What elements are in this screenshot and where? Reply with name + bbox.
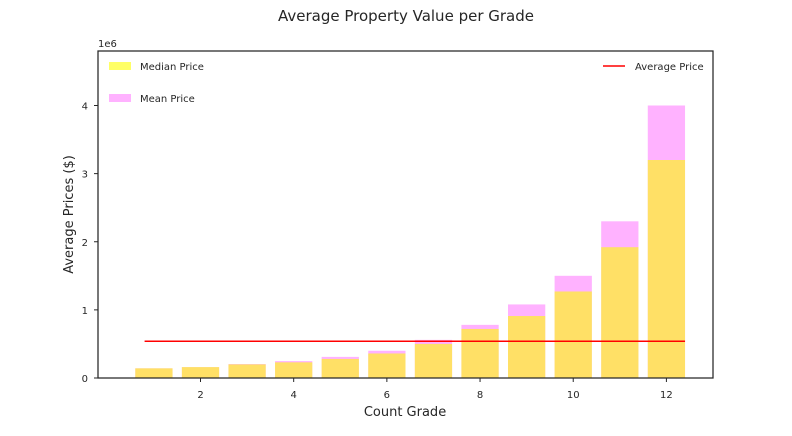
y-tick-label: 0 [82,374,88,385]
x-tick-label: 4 [290,390,296,401]
median-price-bar [414,343,453,378]
x-tick-label: 2 [197,390,203,401]
median-price-bar [321,358,359,378]
x-tick-label: 8 [477,390,483,401]
x-tick-label: 10 [567,390,580,401]
y-tick-label: 4 [82,102,88,113]
median-price-bar [181,367,220,378]
median-price-bar [135,368,173,378]
legend-label-mean: Mean Price [140,94,195,105]
median-price-bar [508,316,546,378]
median-price-bar [647,160,686,378]
x-tick-label: 6 [384,390,390,401]
median-price-bar [275,362,313,378]
y-offset-label: 1e6 [98,39,117,50]
median-price-bar [601,247,639,378]
legend-swatch-median [109,62,131,70]
x-axis-label: Count Grade [364,405,446,420]
y-tick-label: 1 [82,306,88,317]
y-tick-label: 3 [82,170,88,181]
y-axis-ticks: 0 1 2 3 4 [82,102,98,385]
y-tick-label: 2 [82,238,88,249]
median-price-bars [135,160,686,378]
chart-title: Average Property Value per Grade [278,7,534,25]
legend-label-median: Median Price [140,62,204,73]
x-axis-ticks: 2 4 6 8 10 12 [197,378,673,401]
x-tick-label: 12 [660,390,673,401]
median-price-bar [554,291,592,378]
median-price-bar [368,353,406,378]
median-price-bar [228,364,266,378]
plot-area-frame [97,50,714,379]
legend-left: Median Price Mean Price [109,62,204,105]
legend-swatch-mean [109,94,131,102]
y-axis-label: Average Prices ($) [62,155,77,274]
median-price-bar [461,328,499,378]
legend-right: Average Price [603,62,704,73]
legend-label-average: Average Price [635,62,704,73]
